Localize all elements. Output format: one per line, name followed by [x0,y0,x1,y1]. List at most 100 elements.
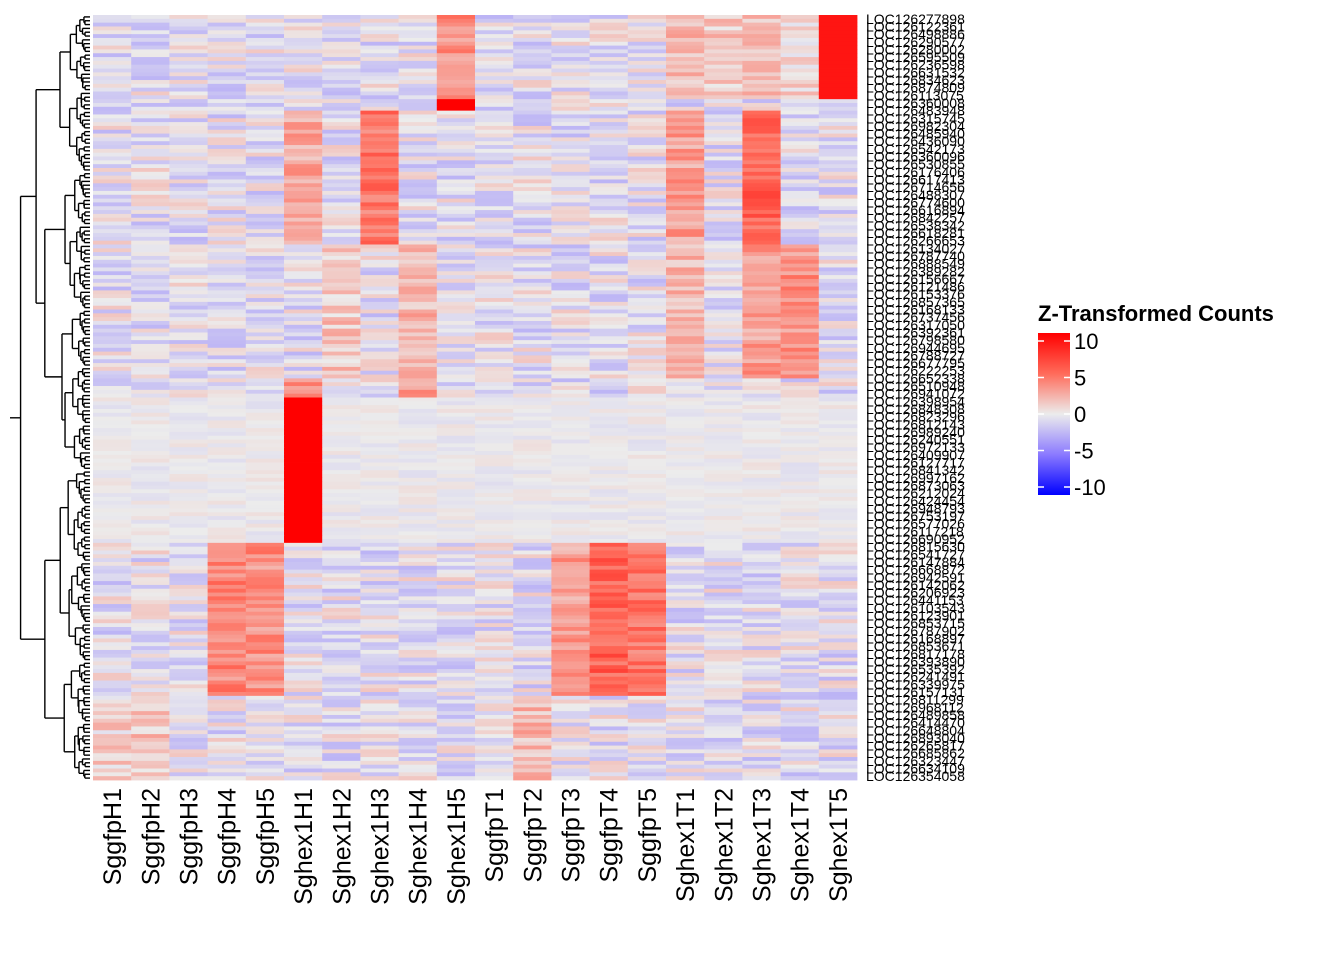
heatmap-cell [513,37,552,43]
heatmap-cell [475,489,514,494]
heatmap-cell [475,267,514,272]
heatmap-cell [398,768,438,773]
heatmap-cell [666,171,705,177]
heatmap-cell [818,317,858,322]
heatmap-cell [360,183,399,188]
heatmap-cell [284,546,323,551]
heatmap-cell [169,187,208,192]
heatmap-cell [131,324,170,330]
heatmap-cell [322,95,361,100]
heatmap-cell [322,623,361,628]
heatmap-cell [131,546,170,551]
heatmap-cell [398,175,438,180]
heatmap-cell [589,527,629,532]
heatmap-cell [245,179,285,184]
heatmap-cell [666,37,705,43]
heatmap-cell [284,336,323,341]
heatmap-cell [360,137,399,142]
heatmap-cell [589,160,629,165]
heatmap-cell [513,290,552,295]
heatmap-cell [589,630,629,636]
heatmap-cell [475,45,514,50]
heatmap-cell [360,573,399,578]
heatmap-cell [551,37,590,43]
heatmap-cell [780,275,820,280]
heatmap-cell [475,776,514,781]
heatmap-cell [666,722,705,727]
heatmap-cell [131,18,170,24]
heatmap-cell [818,569,858,574]
heatmap-cell [284,451,323,456]
heatmap-cell [780,485,820,490]
legend-tick-label: -10 [1074,475,1106,500]
heatmap-cell [398,535,438,540]
heatmap-cell [742,405,781,410]
heatmap-cell [245,290,285,295]
heatmap-cell [551,428,590,433]
heatmap-cell [666,408,705,414]
row-label: LOC126127717 [866,455,965,471]
heatmap-cell [551,561,590,567]
heatmap-cell [93,623,132,628]
heatmap-cell [245,233,285,238]
heatmap-cell [627,221,667,226]
heatmap-cell [245,470,285,475]
heatmap-cell [704,764,743,769]
heatmap-cell [360,83,399,89]
heatmap-cell [398,726,438,731]
heatmap-cell [360,336,399,341]
heatmap-cell [513,424,552,429]
heatmap-cell [398,695,438,701]
heatmap-cell [551,768,590,773]
heatmap-cell [322,669,361,674]
heatmap-cell [322,676,361,681]
heatmap-cell [742,546,781,551]
heatmap-cell [436,619,476,624]
heatmap-cell [704,416,743,421]
heatmap-cell [704,298,743,303]
heatmap-cell [131,569,170,574]
heatmap-cell [398,714,438,720]
heatmap-cell [322,470,361,475]
heatmap-cell [704,255,743,261]
heatmap-cell [513,275,552,280]
heatmap-cell [704,278,743,284]
row-label: LOC126103543 [866,600,965,616]
heatmap-cell [589,225,629,230]
heatmap-cell [398,584,438,590]
heatmap-cell [742,248,781,253]
heatmap-cell [131,504,170,509]
heatmap-cell [93,477,132,483]
heatmap-cell [475,370,514,375]
heatmap-cell [513,309,552,314]
heatmap-cell [818,596,858,601]
heatmap-cell [627,68,667,73]
heatmap-cell [704,531,743,536]
heatmap-cell [666,324,705,330]
heatmap-cell [475,565,514,571]
heatmap-cell [589,233,629,238]
heatmap-cell [284,133,323,138]
heatmap-cell [93,420,132,425]
heatmap-cell [207,462,247,467]
heatmap-cell [589,363,629,368]
heatmap-cell [322,542,361,548]
heatmap-cell [436,523,476,528]
heatmap-cell [169,718,208,724]
heatmap-cell [436,248,476,253]
heatmap-cell [360,512,399,517]
heatmap-cell [551,600,590,605]
heatmap-cell [284,504,323,509]
heatmap-cell [131,301,170,307]
heatmap-cell [245,301,285,307]
heatmap-cell [742,711,781,716]
heatmap-cell [627,611,667,616]
heatmap-cell [169,634,208,639]
row-label: LOC126848308 [866,401,965,417]
row-label: LOC126618281 [866,225,965,241]
heatmap-cell [284,672,323,678]
heatmap-cell [207,489,247,494]
heatmap-cell [666,133,705,138]
heatmap-cell [704,355,743,360]
heatmap-cell [742,336,781,341]
